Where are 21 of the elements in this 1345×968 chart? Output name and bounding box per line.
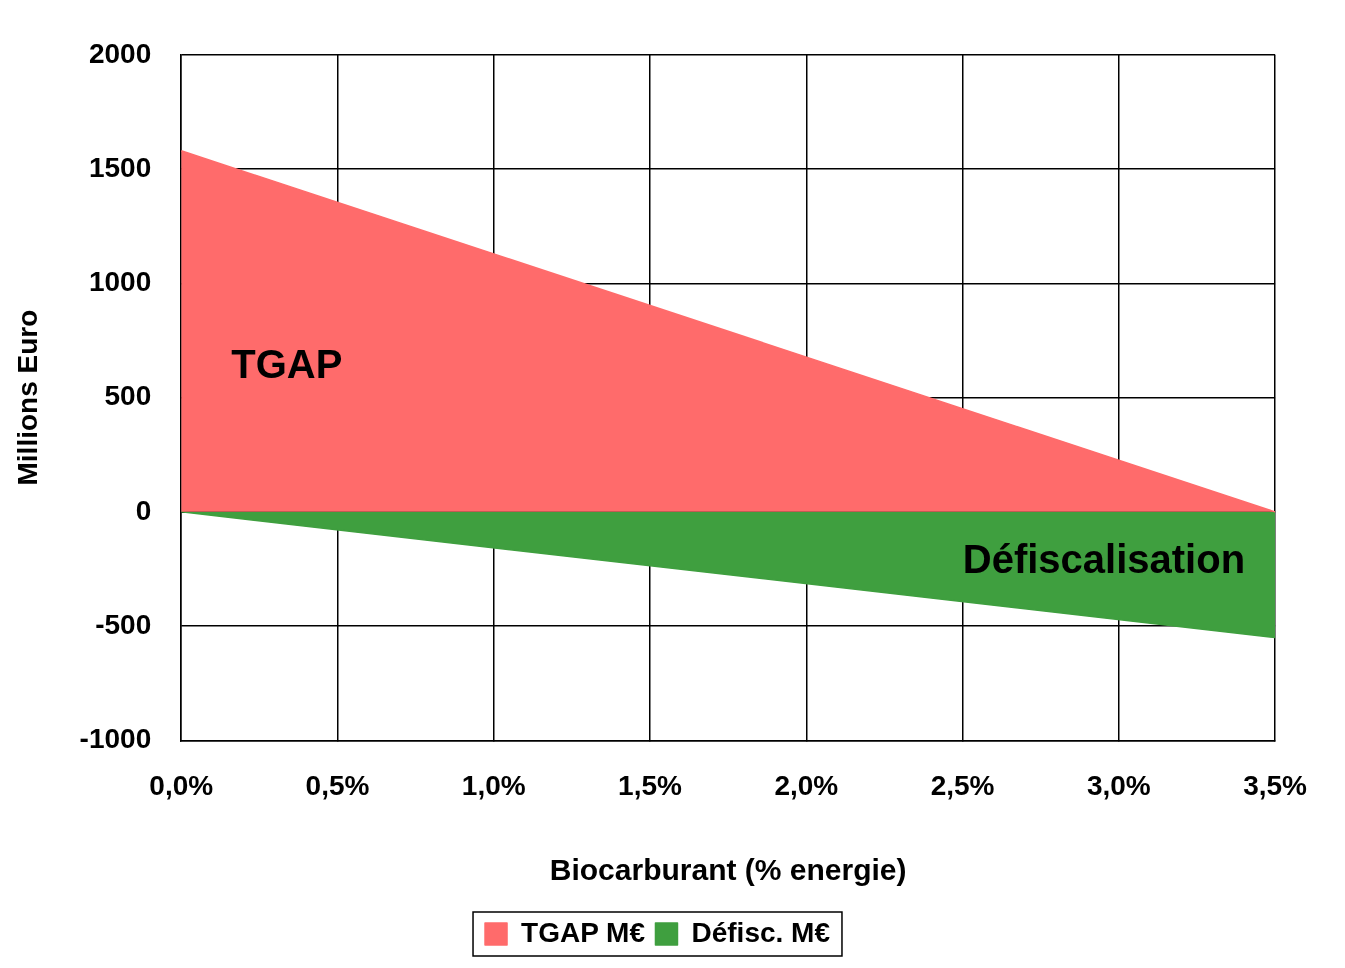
annotation: TGAP xyxy=(231,342,343,387)
annotation: Défiscalisation xyxy=(962,537,1246,582)
x-tick-label: 0,0% xyxy=(149,769,214,801)
x-tick-label: 1,5% xyxy=(618,769,683,801)
y-axis-title: Millions Euro xyxy=(11,309,43,486)
x-tick-label: 0,5% xyxy=(305,769,370,801)
y-tick-label: -500 xyxy=(95,608,152,640)
x-tick-label: 3,5% xyxy=(1243,769,1308,801)
y-tick-label: 1500 xyxy=(88,151,152,183)
y-tick-label: 1000 xyxy=(88,266,152,298)
legend-label: TGAP M€ xyxy=(521,916,646,948)
y-tick-label: 0 xyxy=(135,494,152,526)
x-tick-label: 3,0% xyxy=(1086,769,1151,801)
x-tick-label: 1,0% xyxy=(461,769,526,801)
x-tick-label: 2,0% xyxy=(774,769,839,801)
y-tick-label: -1000 xyxy=(79,723,152,755)
x-axis-title: Biocarburant (% energie) xyxy=(549,853,907,887)
y-tick-label: 2000 xyxy=(88,37,152,69)
legend-label: Défisc. M€ xyxy=(691,916,831,948)
x-tick-label: 2,5% xyxy=(930,769,995,801)
y-tick-label: 500 xyxy=(104,380,152,412)
